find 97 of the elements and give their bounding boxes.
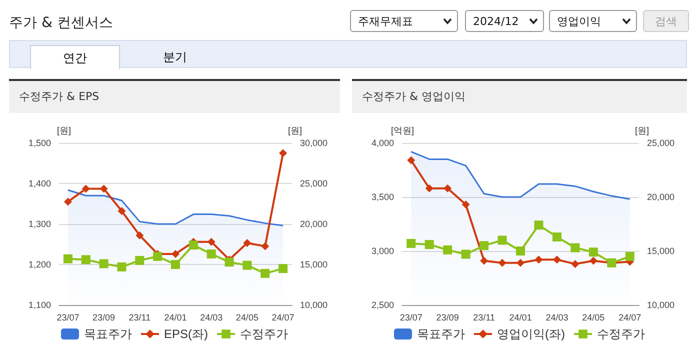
point: [552, 256, 561, 264]
x-tick-label: 23/07: [56, 312, 80, 322]
y2-tick-label: 15,000: [300, 260, 328, 270]
point: [516, 258, 524, 267]
point: [278, 264, 288, 274]
point: [136, 231, 144, 240]
y2-tick-label: 25,000: [300, 178, 328, 188]
point: [588, 248, 598, 257]
text: 주재무제표: [350, 10, 458, 32]
text: 연간: [30, 45, 120, 69]
point: [552, 232, 562, 242]
y-tick-label: 3,500: [371, 192, 394, 202]
y-tick-label: 1,300: [28, 219, 51, 229]
chart-title: 수정주가 & 영업이익: [352, 79, 687, 113]
legend-label: 목표주가: [84, 327, 132, 341]
point: [570, 243, 580, 252]
y-tick-label: 1,400: [28, 178, 51, 188]
y2-tick-label: 20,000: [300, 219, 328, 229]
x-tick-label: 24/03: [200, 312, 223, 322]
point: [589, 256, 598, 265]
point: [153, 252, 162, 261]
y-axis-title: [억원]: [390, 126, 414, 136]
point: [279, 149, 288, 158]
x-tick-label: 24/05: [582, 312, 605, 322]
point: [425, 184, 434, 192]
y-tick-label: 3,000: [371, 246, 394, 256]
point: [406, 238, 416, 248]
x-tick-label: 24/07: [618, 312, 642, 322]
y-tick-label: 4,000: [371, 138, 394, 148]
y-tick-label: 1,500: [28, 138, 51, 148]
point: [64, 198, 72, 206]
point: [625, 252, 634, 261]
text: 영업이익: [549, 10, 637, 32]
legend-label: 목표주가: [417, 327, 466, 341]
point: [534, 220, 544, 230]
x-tick-label: 24/05: [236, 312, 258, 322]
point: [206, 249, 216, 258]
y-axis-title: [원]: [56, 126, 71, 136]
point: [480, 256, 488, 265]
point: [498, 258, 506, 267]
y-tick-label: 1,200: [28, 260, 51, 270]
point: [242, 260, 252, 270]
point: [207, 238, 216, 246]
point: [99, 259, 108, 268]
point: [444, 184, 452, 192]
legend-label: 영업이익(좌): [497, 327, 566, 341]
point: [516, 246, 525, 256]
point: [424, 240, 434, 250]
point: [260, 268, 270, 278]
point: [462, 200, 470, 209]
y2-axis-title: [원]: [635, 126, 650, 136]
point: [81, 255, 90, 264]
text: 주가 & 컨센서스: [9, 14, 113, 32]
text: 분기: [162, 49, 188, 66]
point: [407, 156, 416, 164]
point: [224, 258, 234, 267]
point: [100, 184, 108, 193]
x-tick-label: 24/03: [546, 312, 568, 322]
chart-title: 수정주가 & EPS: [9, 79, 340, 113]
y-tick-label: 2,500: [371, 300, 394, 310]
point: [243, 239, 252, 248]
point: [534, 256, 543, 264]
text: 2024/12: [465, 10, 544, 32]
y2-tick-label: 25,000: [647, 138, 675, 148]
x-tick-label: 24/01: [509, 312, 532, 322]
legend-label: 수정주가: [596, 327, 645, 341]
legend-label: EPS(좌): [164, 327, 208, 341]
y2-tick-label: 10,000: [300, 300, 328, 310]
text: 검색: [643, 10, 689, 32]
point: [480, 241, 489, 250]
point: [461, 250, 470, 259]
point: [571, 260, 580, 268]
y-tick-label: 1,100: [28, 300, 51, 310]
x-tick-label: 23/09: [436, 312, 459, 322]
x-tick-label: 23/11: [473, 312, 495, 322]
point: [498, 236, 507, 245]
y2-tick-label: 10,000: [647, 300, 675, 310]
point: [172, 250, 180, 258]
point: [117, 262, 126, 272]
point: [135, 256, 144, 265]
point: [82, 184, 90, 193]
x-tick-label: 23/07: [400, 312, 422, 322]
point: [443, 245, 452, 254]
y2-tick-label: 15,000: [647, 246, 675, 256]
point: [63, 254, 72, 264]
x-tick-label: 23/11: [128, 312, 151, 322]
y2-tick-label: 30,000: [300, 138, 328, 148]
point: [261, 242, 270, 250]
legend-label: 수정주가: [240, 327, 288, 341]
point: [171, 260, 180, 269]
x-tick-label: 24/07: [272, 312, 294, 322]
y2-tick-label: 20,000: [647, 192, 675, 202]
point: [188, 240, 198, 250]
x-tick-label: 24/01: [164, 312, 187, 322]
x-tick-label: 23/09: [92, 312, 116, 322]
point: [118, 207, 126, 216]
y2-axis-title: [원]: [288, 126, 302, 136]
